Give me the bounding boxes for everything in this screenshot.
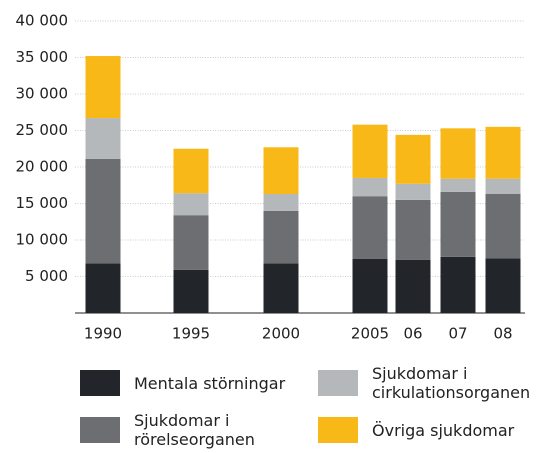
bar-segment [440, 178, 476, 192]
bar-segment [173, 215, 209, 270]
bar-segment [440, 256, 476, 313]
legend-label: Övriga sjukdomar [372, 420, 515, 440]
bar-segment [173, 269, 209, 313]
bar-segment [395, 199, 431, 260]
bar-segment [263, 147, 299, 195]
bar-segment [352, 258, 388, 313]
bar-segment [173, 148, 209, 194]
x-tick-label: 2005 [351, 325, 389, 343]
bar-segment [173, 193, 209, 216]
legend-swatch [318, 370, 358, 396]
bar-segment [395, 183, 431, 200]
x-tick-label: 08 [493, 325, 512, 343]
bar-segment [263, 210, 299, 264]
x-tick-label: 1990 [84, 325, 122, 343]
bar-segment [263, 194, 299, 211]
legend-swatch [80, 370, 120, 396]
bar-segment [485, 194, 521, 259]
legend-label: Mentala störningar [134, 373, 286, 393]
bar-segment [395, 259, 431, 313]
y-tick-label: 20 000 [16, 158, 69, 176]
legend-swatch [80, 417, 120, 443]
bar-segment [85, 263, 121, 313]
bar-segment [440, 191, 476, 257]
x-tick-label: 07 [448, 325, 467, 343]
bar-segment [352, 196, 388, 259]
y-tick-label: 5 000 [25, 267, 68, 285]
legend-label: Sjukdomar i rörelseorganen [134, 411, 255, 449]
legend-swatch [318, 417, 358, 443]
x-tick-label: 1995 [172, 325, 210, 343]
y-tick-label: 25 000 [16, 121, 69, 139]
x-tick-label: 2000 [262, 325, 300, 343]
y-tick-label: 10 000 [16, 231, 69, 249]
bar-segment [85, 158, 121, 264]
bar-segment [263, 263, 299, 313]
bar-segment [395, 134, 431, 184]
bar-segment [85, 56, 121, 119]
bar-segment [485, 126, 521, 179]
y-tick-label: 30 000 [16, 85, 69, 103]
legend-item: Sjukdomar i cirkulationsorganen [318, 364, 539, 402]
bar-segment [485, 178, 521, 195]
legend-label: Sjukdomar i cirkulationsorganen [372, 364, 531, 402]
bar-segment [352, 124, 388, 178]
y-tick-label: 15 000 [16, 194, 69, 212]
bar-segment [485, 258, 521, 313]
y-tick-label: 35 000 [16, 48, 69, 66]
legend-item: Övriga sjukdomar [318, 411, 514, 449]
y-tick-label: 40 000 [16, 12, 69, 30]
bar-segment [440, 128, 476, 179]
legend-item: Mentala störningar [80, 364, 285, 402]
x-tick-label: 06 [403, 325, 422, 343]
bar-segment [352, 177, 388, 197]
chart: 5 000 10 000 15 000 20 000 25 000 30 000 35 00… [16, 12, 525, 343]
legend-item: Sjukdomar i rörelseorganen [80, 411, 304, 449]
bar-segment [85, 118, 121, 159]
